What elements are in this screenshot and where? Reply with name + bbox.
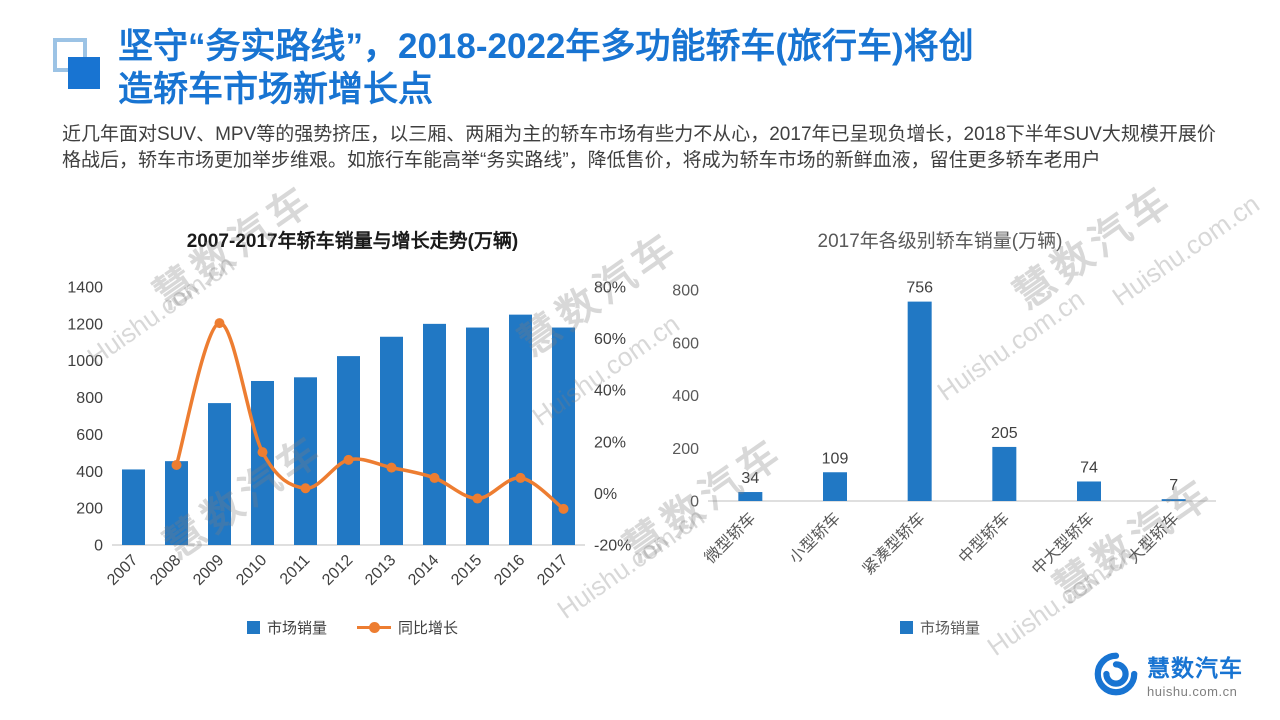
svg-text:2017: 2017 [534,552,571,589]
svg-text:600: 600 [672,335,699,352]
huishu-logo-icon [1094,652,1138,696]
legend-item-market-sales: 市场销量 [246,617,327,638]
svg-text:7: 7 [1169,477,1178,494]
bar-series-swatch [899,621,913,634]
left-chart-legend: 市场销量 同比增长 [50,617,655,638]
right-chart-canvas: 0 200 400 600 800 34 微型轿车 109 小型轿车 756 紧凑型轿车 205 中型轿… [672,280,1216,578]
svg-text:109: 109 [822,450,849,467]
svg-text:205: 205 [991,425,1018,442]
svg-text:中大型轿车: 中大型轿车 [1029,509,1098,578]
svg-text:0: 0 [94,538,103,555]
svg-text:2013: 2013 [362,552,399,589]
slide-title: 坚守“务实路线”，2018-2022年多功能轿车(旅行车)将创 造轿车市场新增长点 [118,26,1268,111]
svg-text:中型轿车: 中型轿车 [955,509,1013,567]
huishu-logo: 慧数汽车 huishu.com.cn [1093,649,1243,699]
bar-series-label: 市场销量 [266,620,327,637]
line-series-label: 同比增长 [398,620,459,637]
svg-text:20%: 20% [594,434,626,451]
svg-text:200: 200 [672,441,699,458]
svg-text:小型轿车: 小型轿车 [786,509,844,567]
bar-series-label: 市场销量 [919,620,980,637]
svg-text:2015: 2015 [448,552,485,589]
svg-text:34: 34 [741,470,759,487]
title-decoration-solid-square [68,57,100,89]
svg-text:2010: 2010 [233,552,270,589]
svg-text:600: 600 [76,427,103,444]
legend-item-market-sales-right: 市场销量 [899,617,980,638]
segment-sales-chart: 2017年各级别轿车销量(万辆) 0 200 400 600 800 34 微型轿车 109 小… [650,226,1230,638]
svg-text:2009: 2009 [190,552,227,589]
svg-text:1400: 1400 [67,280,103,297]
sales-growth-chart: 2007-2017年轿车销量与增长走势(万辆) 0 200 400 600 800 100… [50,226,655,638]
legend-item-yoy-growth: 同比增长 [357,617,458,638]
svg-text:756: 756 [906,280,933,297]
svg-text:400: 400 [672,388,699,405]
svg-text:2014: 2014 [405,552,442,589]
svg-text:2007: 2007 [104,552,141,589]
svg-text:大型轿车: 大型轿车 [1125,509,1183,567]
slide-body-text: 近几年面对SUV、MPV等的强势挤压，以三厢、两厢为主的轿车市场有些力不从心，2… [62,124,1216,172]
svg-text:0%: 0% [594,486,617,503]
svg-text:2016: 2016 [491,552,528,589]
svg-text:80%: 80% [594,280,626,297]
svg-text:74: 74 [1080,459,1098,476]
svg-text:-20%: -20% [594,538,631,555]
svg-text:紧凑型轿车: 紧凑型轿车 [859,509,928,578]
svg-text:2012: 2012 [319,552,356,589]
svg-text:1200: 1200 [67,316,103,333]
svg-text:0: 0 [690,494,699,511]
svg-text:60%: 60% [594,331,626,348]
svg-text:2008: 2008 [147,552,184,589]
svg-text:微型轿车: 微型轿车 [701,509,759,567]
logo-name: 慧数汽车 [1147,655,1243,681]
svg-text:40%: 40% [594,383,626,400]
right-chart-legend: 市场销量 [650,617,1230,638]
svg-text:200: 200 [76,501,103,518]
logo-url: huishu.com.cn [1147,684,1238,699]
line-marker-dot [369,622,380,633]
left-chart-canvas: 0 200 400 600 800 1000 1200 1400 -20% 0% 20% 40% 60%… [67,280,631,589]
line-series-swatch [357,622,391,633]
svg-text:1000: 1000 [67,353,103,370]
logo-text: 慧数汽车 huishu.com.cn [1147,649,1243,699]
svg-text:400: 400 [76,464,103,481]
slide-title-line2: 造轿车市场新增长点 [118,69,434,109]
svg-text:800: 800 [76,390,103,407]
left-chart-title: 2007-2017年轿车销量与增长走势(万辆) [186,231,519,252]
svg-text:2011: 2011 [277,552,313,588]
slide-title-line1: 坚守“务实路线”，2018-2022年多功能轿车(旅行车)将创 [118,27,974,66]
bar-series-swatch [246,621,260,634]
right-chart-title: 2017年各级别轿车销量(万辆) [817,231,1063,252]
svg-text:800: 800 [672,283,699,300]
